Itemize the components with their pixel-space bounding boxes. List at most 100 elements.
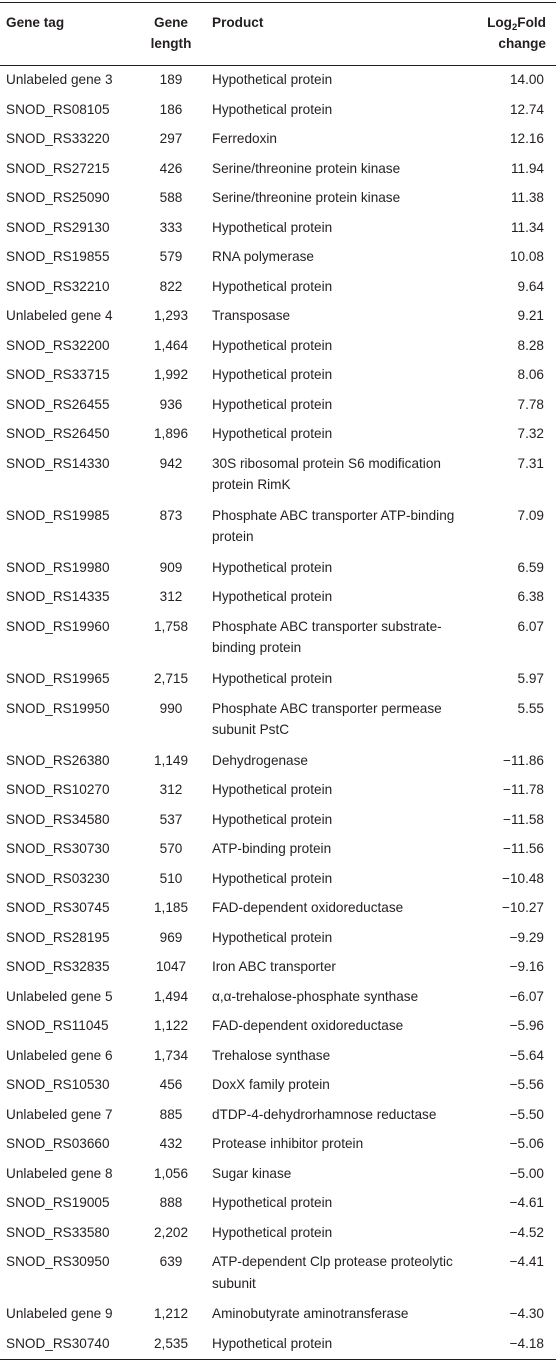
table-row: SNOD_RS33220 297 Ferredoxin 12.16 <box>0 125 556 155</box>
log2-fold-change-cell: −11.56 <box>503 841 544 857</box>
log2-fold-change-cell: −4.61 <box>509 1195 544 1211</box>
gene-tag-cell: Unlabeled gene 4 <box>6 308 113 323</box>
product-cell: Phosphate ABC transporter ATP-binding pr… <box>212 507 455 545</box>
table-row: SNOD_RS19980 909 Hypothetical protein 6.59 <box>0 554 556 584</box>
log2-fold-change-cell: −5.64 <box>509 1047 544 1063</box>
table-row: SNOD_RS03660 432 Protease inhibitor protei… <box>0 1130 556 1160</box>
gene-tag-cell: SNOD_RS26455 <box>6 396 110 412</box>
product-cell: Hypothetical protein <box>212 870 333 886</box>
product-cell: Hypothetical protein <box>212 426 333 441</box>
log2-fold-change-cell: 9.64 <box>517 278 544 294</box>
product-cell: Phosphate ABC transporter substrate-bind… <box>212 618 442 656</box>
gene-tag-cell: SNOD_RS14335 <box>6 589 110 605</box>
table-row: SNOD_RS27215 426 Serine/threonine protein … <box>0 155 556 185</box>
product-cell: Hypothetical protein <box>212 72 333 87</box>
gene-tag-cell: SNOD_RS29130 <box>6 219 110 235</box>
gene-length-cell: 1,056 <box>153 1165 189 1181</box>
table-row: Unlabeled gene 9 1,212 Aminobutyrate amino… <box>0 1300 556 1330</box>
table-row: SNOD_RS19985 873 Phosphate ABC transporter… <box>0 502 556 554</box>
log2-fold-change-cell: 8.28 <box>517 337 544 353</box>
header-fold-prefix: Log <box>487 15 512 30</box>
log2-fold-change-cell: −4.18 <box>509 1335 544 1351</box>
product-cell: Hypothetical protein <box>212 811 333 827</box>
gene-tag-cell: SNOD_RS27215 <box>6 160 110 176</box>
gene-tag-cell: SNOD_RS19855 <box>6 249 110 264</box>
product-cell: Sugar kinase <box>212 1165 292 1181</box>
gene-tag-cell: SNOD_RS34580 <box>6 811 110 827</box>
log2-fold-change-cell: 7.32 <box>517 426 544 441</box>
product-cell: Hypothetical protein <box>212 559 333 575</box>
gene-tag-cell: SNOD_RS19960 <box>6 618 110 634</box>
product-cell: dTDP-4-dehydrorhamnose reductase <box>212 1106 437 1122</box>
product-cell: Dehydrogenase <box>212 752 308 768</box>
gene-length-cell: 312 <box>159 782 183 798</box>
table-row: SNOD_RS25090 588 Serine/threonine protein … <box>0 184 556 214</box>
gene-length-cell: 579 <box>159 249 183 264</box>
product-cell: Ferredoxin <box>212 131 277 146</box>
table-row: Unlabeled gene 4 1,293 Transposase 9.21 <box>0 302 556 332</box>
gene-length-cell: 822 <box>159 278 183 294</box>
log2-fold-change-cell: 11.34 <box>510 219 544 235</box>
gene-tag-cell: SNOD_RS30730 <box>6 841 110 857</box>
gene-tag-cell: Unlabeled gene 9 <box>6 1306 113 1322</box>
table-row: SNOD_RS19855 579 RNA polymerase 10.08 <box>0 243 556 273</box>
table-row: SNOD_RS30730 570 ATP-binding protein −11.56 <box>0 835 556 865</box>
gene-tag-cell: SNOD_RS03230 <box>6 870 110 886</box>
gene-length-cell: 639 <box>159 1254 183 1270</box>
gene-length-cell: 186 <box>159 101 183 117</box>
gene-tag-cell: SNOD_RS26450 <box>6 426 110 441</box>
gene-length-cell: 456 <box>159 1077 183 1093</box>
gene-tag-cell: SNOD_RS10530 <box>6 1077 110 1093</box>
gene-tag-cell: SNOD_RS32835 <box>6 959 110 975</box>
gene-tag-cell: SNOD_RS32210 <box>6 278 110 294</box>
gene-length-cell: 510 <box>159 870 183 886</box>
gene-tag-cell: SNOD_RS19005 <box>6 1195 110 1211</box>
log2-fold-change-cell: 5.55 <box>517 700 544 716</box>
log2-fold-change-cell: 14.00 <box>509 72 544 87</box>
table-row: SNOD_RS32200 1,464 Hypothetical protein 8.2… <box>0 332 556 362</box>
table-row: SNOD_RS26450 1,896 Hypothetical protein 7.3… <box>0 420 556 450</box>
gene-tag-cell: SNOD_RS30950 <box>6 1254 110 1270</box>
log2-fold-change-cell: 12.74 <box>509 101 544 117</box>
log2-fold-change-cell: −9.29 <box>509 929 544 945</box>
gene-tag-cell: Unlabeled gene 7 <box>6 1106 113 1122</box>
gene-length-cell: 297 <box>159 131 183 146</box>
table-row: SNOD_RS19950 990 Phosphate ABC transporter… <box>0 695 556 747</box>
table-row: SNOD_RS19005 888 Hypothetical protein −4.61 <box>0 1189 556 1219</box>
gene-length-cell: 426 <box>159 160 183 176</box>
gene-length-cell: 873 <box>159 507 183 523</box>
header-gene-length-line2: length <box>150 36 192 51</box>
product-cell: ATP-dependent Clp protease proteolytic s… <box>212 1254 453 1291</box>
gene-length-cell: 888 <box>159 1195 183 1211</box>
header-gene-length: Gene length <box>136 3 206 66</box>
gene-length-cell: 2,535 <box>153 1335 189 1351</box>
gene-length-cell: 333 <box>159 219 183 235</box>
table-row: SNOD_RS19960 1,758 Phosphate ABC transport… <box>0 613 556 665</box>
log2-fold-change-cell: 7.31 <box>517 455 544 471</box>
product-cell: Hypothetical protein <box>212 671 333 687</box>
product-cell: Aminobutyrate aminotransferase <box>212 1306 409 1322</box>
gene-length-cell: 312 <box>159 589 183 605</box>
log2-fold-change-cell: 12.16 <box>509 131 544 146</box>
log2-fold-change-cell: 6.59 <box>517 559 544 575</box>
gene-tag-cell: SNOD_RS14330 <box>6 455 110 471</box>
gene-tag-cell: Unlabeled gene 6 <box>6 1047 113 1063</box>
log2-fold-change-cell: −4.41 <box>509 1254 544 1270</box>
product-cell: Hypothetical protein <box>212 589 333 605</box>
table-row: SNOD_RS26380 1,149 Dehydrogenase −11.86 <box>0 747 556 777</box>
gene-length-cell: 1,149 <box>153 752 189 768</box>
gene-tag-cell: SNOD_RS33715 <box>6 367 110 382</box>
product-cell: Trehalose synthase <box>212 1047 331 1063</box>
gene-length-cell: 432 <box>159 1136 183 1152</box>
product-cell: Transposase <box>212 308 291 323</box>
header-fold-line2: change <box>498 36 546 51</box>
gene-length-cell: 1,896 <box>153 426 189 441</box>
table-row: Unlabeled gene 6 1,734 Trehalose synthase −… <box>0 1042 556 1072</box>
product-cell: Serine/threonine protein kinase <box>212 160 401 176</box>
gene-tag-cell: SNOD_RS30745 <box>6 900 110 916</box>
log2-fold-change-cell: −5.96 <box>509 1018 544 1034</box>
product-cell: Serine/threonine protein kinase <box>212 190 401 205</box>
log2-fold-change-cell: −11.58 <box>503 811 544 827</box>
